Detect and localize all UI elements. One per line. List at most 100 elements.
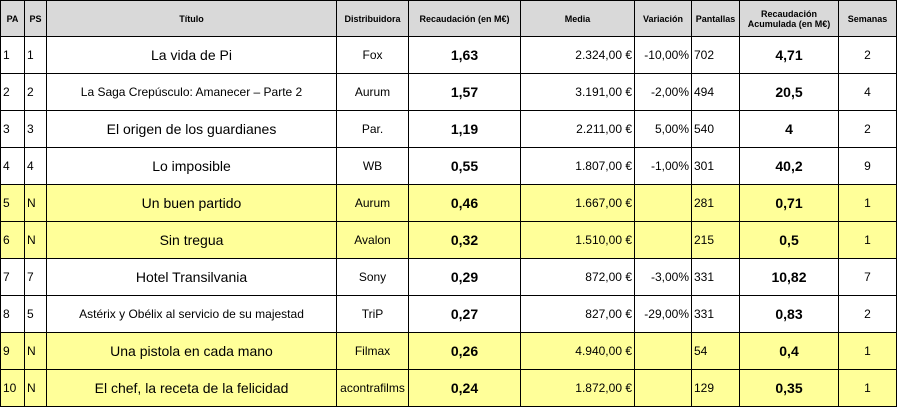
cell-titulo: Una pistola en cada mano	[46, 332, 337, 370]
cell-recaudacion: 0,27	[408, 295, 521, 333]
cell-pa: 2	[0, 73, 25, 111]
cell-recaudacion-acumulada: 4	[739, 110, 839, 148]
cell-pa: 7	[0, 258, 25, 296]
cell-distribuidora: Sony	[336, 258, 409, 296]
cell-ps: N	[24, 332, 47, 370]
table-row: 8 5 Astérix y Obélix al servicio de su maj…	[0, 295, 897, 333]
header-distribuidora: Distribuidora	[336, 0, 409, 37]
table-row: 1 1 La vida de Pi Fox 1,63 2.324,00 € -10,00% 7…	[0, 36, 897, 74]
header-semanas: Semanas	[838, 0, 897, 37]
cell-recaudacion: 0,26	[408, 332, 521, 370]
table-row: 3 3 El origen de los guardianes Par. 1,19 2.2…	[0, 110, 897, 148]
cell-distribuidora: WB	[336, 147, 409, 185]
cell-semanas: 2	[838, 295, 897, 333]
cell-recaudacion-acumulada: 0,83	[739, 295, 839, 333]
cell-recaudacion: 0,32	[408, 221, 521, 259]
cell-recaudacion-acumulada: 4,71	[739, 36, 839, 74]
cell-pantallas: 331	[691, 295, 740, 333]
cell-titulo: Un buen partido	[46, 184, 337, 222]
cell-pantallas: 54	[691, 332, 740, 370]
cell-recaudacion: 0,29	[408, 258, 521, 296]
cell-titulo: La vida de Pi	[46, 36, 337, 74]
cell-media: 3.191,00 €	[520, 73, 635, 111]
cell-ps: 2	[24, 73, 47, 111]
cell-recaudacion-acumulada: 10,82	[739, 258, 839, 296]
cell-pantallas: 331	[691, 258, 740, 296]
cell-media: 1.872,00 €	[520, 369, 635, 407]
cell-recaudacion: 1,57	[408, 73, 521, 111]
cell-titulo: El chef, la receta de la felicidad	[46, 369, 337, 407]
cell-titulo: La Saga Crepúsculo: Amanecer – Parte 2	[46, 73, 337, 111]
cell-variacion: -29,00%	[634, 295, 692, 333]
cell-distribuidora: TriP	[336, 295, 409, 333]
cell-semanas: 1	[838, 184, 897, 222]
cell-pa: 8	[0, 295, 25, 333]
cell-media: 2.211,00 €	[520, 110, 635, 148]
cell-variacion	[634, 369, 692, 407]
cell-titulo: Lo imposible	[46, 147, 337, 185]
cell-recaudacion: 1,63	[408, 36, 521, 74]
header-row: PA PS Título Distribuidora Recaudación (…	[0, 0, 897, 37]
cell-pantallas: 702	[691, 36, 740, 74]
table-row: 5 N Un buen partido Aurum 0,46 1.667,00 € 281 0…	[0, 184, 897, 222]
cell-pantallas: 301	[691, 147, 740, 185]
cell-variacion	[634, 332, 692, 370]
cell-recaudacion-acumulada: 20,5	[739, 73, 839, 111]
header-recaudacion: Recaudación (en M€)	[408, 0, 521, 37]
header-recaudacion-acumulada: Recaudación Acumulada (en M€)	[739, 0, 839, 37]
cell-pa: 6	[0, 221, 25, 259]
cell-media: 1.807,00 €	[520, 147, 635, 185]
cell-ps: 1	[24, 36, 47, 74]
cell-semanas: 9	[838, 147, 897, 185]
cell-variacion: -2,00%	[634, 73, 692, 111]
cell-titulo: El origen de los guardianes	[46, 110, 337, 148]
cell-media: 1.510,00 €	[520, 221, 635, 259]
cell-semanas: 1	[838, 369, 897, 407]
cell-ps: 5	[24, 295, 47, 333]
table-row: 10 N El chef, la receta de la felicidad aco…	[0, 369, 897, 407]
cell-media: 4.940,00 €	[520, 332, 635, 370]
cell-semanas: 2	[838, 36, 897, 74]
header-titulo: Título	[46, 0, 337, 37]
cell-ps: N	[24, 221, 47, 259]
cell-distribuidora: Fox	[336, 36, 409, 74]
cell-recaudacion-acumulada: 40,2	[739, 147, 839, 185]
cell-recaudacion: 0,46	[408, 184, 521, 222]
cell-recaudacion-acumulada: 0,35	[739, 369, 839, 407]
cell-recaudacion-acumulada: 0,5	[739, 221, 839, 259]
cell-media: 1.667,00 €	[520, 184, 635, 222]
cell-pa: 3	[0, 110, 25, 148]
cell-pantallas: 540	[691, 110, 740, 148]
cell-semanas: 1	[838, 221, 897, 259]
cell-pantallas: 281	[691, 184, 740, 222]
cell-pa: 10	[0, 369, 25, 407]
header-pa: PA	[0, 0, 25, 37]
cell-ps: N	[24, 184, 47, 222]
cell-distribuidora: Filmax	[336, 332, 409, 370]
cell-titulo: Sin tregua	[46, 221, 337, 259]
cell-pantallas: 215	[691, 221, 740, 259]
cell-pantallas: 129	[691, 369, 740, 407]
cell-variacion: 5,00%	[634, 110, 692, 148]
header-variacion: Variación	[634, 0, 692, 37]
cell-recaudacion: 0,55	[408, 147, 521, 185]
table-row: 2 2 La Saga Crepúsculo: Amanecer – Parte 2…	[0, 73, 897, 111]
cell-pa: 4	[0, 147, 25, 185]
table-row: 9 N Una pistola en cada mano Filmax 0,26 4.94…	[0, 332, 897, 370]
cell-variacion: -10,00%	[634, 36, 692, 74]
cell-pa: 9	[0, 332, 25, 370]
cell-recaudacion-acumulada: 0,4	[739, 332, 839, 370]
cell-variacion	[634, 221, 692, 259]
cell-variacion: -3,00%	[634, 258, 692, 296]
header-ps: PS	[24, 0, 47, 37]
table-row: 4 4 Lo imposible WB 0,55 1.807,00 € -1,00% 301 4…	[0, 147, 897, 185]
cell-distribuidora: acontrafilms	[336, 369, 409, 407]
cell-ps: 4	[24, 147, 47, 185]
table-row: 7 7 Hotel Transilvania Sony 0,29 872,00 € -3,0…	[0, 258, 897, 296]
cell-titulo: Hotel Transilvania	[46, 258, 337, 296]
cell-distribuidora: Aurum	[336, 73, 409, 111]
cell-distribuidora: Par.	[336, 110, 409, 148]
header-pantallas: Pantallas	[691, 0, 740, 37]
cell-semanas: 4	[838, 73, 897, 111]
cell-semanas: 1	[838, 332, 897, 370]
